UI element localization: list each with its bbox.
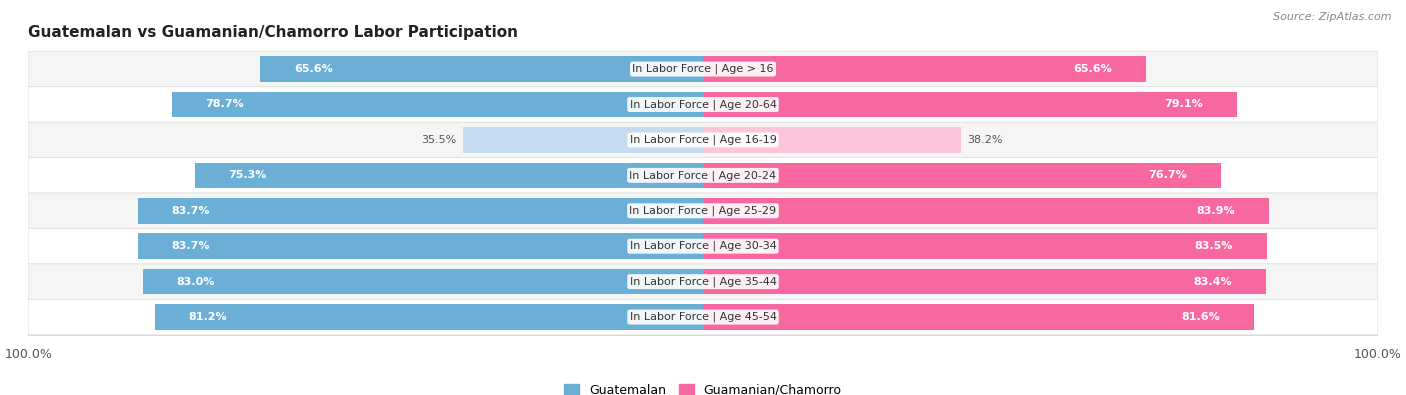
Text: In Labor Force | Age > 16: In Labor Force | Age > 16 <box>633 64 773 74</box>
FancyBboxPatch shape <box>28 51 1378 87</box>
Legend: Guatemalan, Guamanian/Chamorro: Guatemalan, Guamanian/Chamorro <box>560 379 846 395</box>
Bar <box>703 198 1270 224</box>
FancyBboxPatch shape <box>28 87 1378 122</box>
FancyBboxPatch shape <box>28 122 1378 158</box>
FancyBboxPatch shape <box>28 193 1378 228</box>
Bar <box>138 198 703 224</box>
Text: In Labor Force | Age 35-44: In Labor Force | Age 35-44 <box>630 276 776 287</box>
Bar <box>195 163 703 188</box>
Bar <box>703 127 960 153</box>
Text: In Labor Force | Age 20-64: In Labor Force | Age 20-64 <box>630 99 776 110</box>
Text: 38.2%: 38.2% <box>967 135 1002 145</box>
FancyBboxPatch shape <box>28 264 1378 299</box>
Bar <box>703 304 1254 330</box>
Text: In Labor Force | Age 45-54: In Labor Force | Age 45-54 <box>630 312 776 322</box>
Bar <box>143 269 703 294</box>
Text: 35.5%: 35.5% <box>422 135 457 145</box>
Bar <box>703 56 1146 82</box>
Bar <box>155 304 703 330</box>
Text: 83.0%: 83.0% <box>177 276 215 287</box>
FancyBboxPatch shape <box>28 228 1378 264</box>
Text: Source: ZipAtlas.com: Source: ZipAtlas.com <box>1274 12 1392 22</box>
Text: 78.7%: 78.7% <box>205 100 245 109</box>
FancyBboxPatch shape <box>28 158 1378 193</box>
Text: Guatemalan vs Guamanian/Chamorro Labor Participation: Guatemalan vs Guamanian/Chamorro Labor P… <box>28 25 519 40</box>
Text: In Labor Force | Age 16-19: In Labor Force | Age 16-19 <box>630 135 776 145</box>
Text: 65.6%: 65.6% <box>294 64 333 74</box>
Text: 83.4%: 83.4% <box>1194 276 1232 287</box>
Text: In Labor Force | Age 20-24: In Labor Force | Age 20-24 <box>630 170 776 181</box>
Text: In Labor Force | Age 30-34: In Labor Force | Age 30-34 <box>630 241 776 252</box>
Bar <box>703 163 1220 188</box>
Text: 76.7%: 76.7% <box>1149 170 1187 181</box>
Text: 75.3%: 75.3% <box>229 170 267 181</box>
Text: 83.9%: 83.9% <box>1197 206 1236 216</box>
Text: 83.5%: 83.5% <box>1195 241 1233 251</box>
Bar <box>260 56 703 82</box>
Bar <box>172 92 703 117</box>
Text: 65.6%: 65.6% <box>1073 64 1112 74</box>
Text: 81.6%: 81.6% <box>1181 312 1220 322</box>
Bar <box>703 233 1267 259</box>
FancyBboxPatch shape <box>28 299 1378 335</box>
Bar <box>138 233 703 259</box>
Text: 83.7%: 83.7% <box>172 241 211 251</box>
Text: 79.1%: 79.1% <box>1164 100 1204 109</box>
Text: 81.2%: 81.2% <box>188 312 228 322</box>
Text: 83.7%: 83.7% <box>172 206 211 216</box>
Bar <box>703 269 1265 294</box>
Bar <box>464 127 703 153</box>
Text: In Labor Force | Age 25-29: In Labor Force | Age 25-29 <box>630 205 776 216</box>
Bar <box>703 92 1237 117</box>
